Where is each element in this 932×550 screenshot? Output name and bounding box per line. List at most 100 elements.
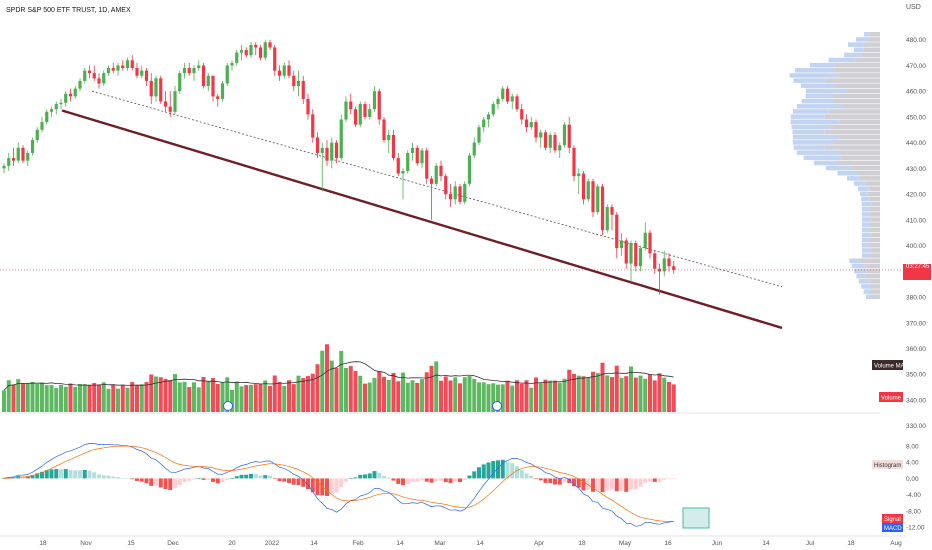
macd-histogram-bar bbox=[481, 464, 486, 479]
last-price-tag: 390.52 03:27:45 bbox=[903, 256, 931, 280]
macd-histogram-bar bbox=[662, 478, 667, 480]
time-tick-label: 18 bbox=[847, 540, 855, 547]
candle-body bbox=[97, 78, 101, 84]
volume-profile-bar-down bbox=[871, 248, 880, 253]
volume-bar bbox=[477, 382, 481, 412]
time-tick-label: 2022 bbox=[265, 540, 280, 547]
volume-profile-bar-down bbox=[859, 170, 880, 176]
volume-bar bbox=[595, 373, 600, 412]
volume-profile-bar-up bbox=[864, 32, 870, 37]
macd-histogram-bar bbox=[177, 478, 182, 485]
candle-body bbox=[605, 206, 609, 231]
volume-label: Volume bbox=[881, 396, 902, 402]
volume-profile-bar-down bbox=[868, 243, 880, 248]
volume-bar bbox=[154, 376, 158, 412]
macd-histogram-bar bbox=[173, 478, 177, 489]
candle-body bbox=[558, 145, 562, 151]
volume-profile-bar-up bbox=[844, 52, 862, 58]
volume-profile-bar-down bbox=[869, 289, 880, 294]
volume-bar bbox=[11, 384, 16, 412]
volume-profile-bar-up bbox=[861, 243, 869, 248]
price-tick-label: 480.00 bbox=[906, 37, 926, 44]
volume-bar bbox=[557, 382, 562, 412]
volume-profile-bar-down bbox=[864, 273, 880, 279]
volume-profile-bar-up bbox=[858, 279, 870, 284]
volume-profile-bar-down bbox=[834, 68, 880, 73]
volume-bar bbox=[348, 366, 353, 412]
macd-histogram-bar bbox=[363, 474, 367, 479]
volume-bar bbox=[353, 370, 358, 412]
volume-profile-bar-down bbox=[846, 88, 880, 94]
volume-profile-bar-down bbox=[852, 165, 880, 171]
candle-body bbox=[619, 240, 624, 249]
time-tick-label: Nov bbox=[80, 540, 92, 547]
macd-histogram-bar bbox=[168, 478, 173, 491]
volume-profile-bar-up bbox=[805, 88, 847, 94]
macd-histogram-bar bbox=[144, 478, 149, 484]
volume-bar bbox=[515, 380, 519, 412]
volume-profile-bar-down bbox=[871, 232, 880, 238]
volume-profile-bar-up bbox=[810, 62, 835, 68]
volume-profile-bar-up bbox=[861, 227, 869, 233]
candle-body bbox=[306, 98, 310, 115]
volume-bar bbox=[40, 382, 44, 412]
price-tick-label: 350.00 bbox=[906, 372, 926, 379]
chart-title: SPDR S&P 500 ETF TRUST, 1D, AMEX bbox=[6, 7, 131, 14]
volume-profile-bar-up bbox=[813, 160, 838, 166]
candle-body bbox=[567, 124, 571, 148]
candle-body bbox=[515, 96, 519, 110]
volume-bar bbox=[534, 377, 538, 412]
price-pane[interactable] bbox=[0, 39, 903, 330]
volume-bar bbox=[30, 381, 35, 412]
macd-histogram-bar bbox=[287, 478, 291, 483]
volume-bar bbox=[73, 386, 78, 412]
macd-histogram-bar bbox=[633, 478, 638, 490]
macd-histogram-bar bbox=[325, 478, 329, 497]
candle-body bbox=[78, 80, 82, 89]
candle-body bbox=[467, 155, 472, 184]
macd-histogram-bar bbox=[97, 474, 101, 479]
macd-histogram-bar bbox=[59, 469, 63, 479]
candle-body bbox=[353, 109, 358, 125]
volume-profile-bar-up bbox=[792, 109, 829, 114]
candle-body bbox=[168, 106, 172, 112]
volume-bar bbox=[334, 368, 339, 412]
macd-histogram-bar bbox=[106, 475, 111, 479]
volume-bar bbox=[652, 380, 657, 412]
volume-bar bbox=[211, 378, 215, 412]
macd-histogram-bar bbox=[139, 478, 144, 482]
macd-histogram-bar bbox=[652, 478, 657, 482]
volume-profile-bar-down bbox=[870, 284, 880, 289]
volume-bar bbox=[367, 382, 372, 412]
volume-profile-bar-up bbox=[790, 119, 840, 125]
time-tick-label: Dec bbox=[167, 540, 179, 547]
volume-bar bbox=[196, 387, 201, 412]
macd-histogram-bar bbox=[35, 473, 40, 479]
macd-histogram-bar bbox=[187, 478, 192, 481]
candle-body bbox=[358, 104, 362, 125]
volume-profile-bar-up bbox=[861, 222, 870, 227]
volume-bar bbox=[173, 374, 177, 412]
volume-profile-bar-up bbox=[861, 237, 870, 243]
macd-histogram-bar bbox=[610, 478, 614, 490]
candle-body bbox=[543, 132, 548, 148]
candle-body bbox=[320, 147, 324, 153]
candle-body bbox=[657, 268, 662, 272]
volume-profile-bar-up bbox=[792, 129, 825, 135]
macd-histogram-bar bbox=[82, 469, 87, 479]
macd-histogram-bar bbox=[348, 478, 353, 479]
candle-body bbox=[325, 147, 329, 161]
candle-body bbox=[453, 186, 457, 200]
volume-bar bbox=[576, 375, 581, 412]
volume-profile-bar-down bbox=[837, 160, 880, 166]
macd-histogram-bar bbox=[401, 478, 405, 486]
candle-body bbox=[420, 150, 424, 164]
volume-bar bbox=[638, 375, 643, 412]
volume-bar bbox=[158, 377, 163, 412]
macd-histogram-bar bbox=[510, 463, 515, 479]
macd-histogram-bar bbox=[553, 478, 557, 485]
candle-body bbox=[372, 91, 377, 110]
volume-bar bbox=[339, 350, 344, 412]
volume-bar bbox=[448, 380, 453, 412]
macd-histogram-bar bbox=[548, 478, 553, 484]
